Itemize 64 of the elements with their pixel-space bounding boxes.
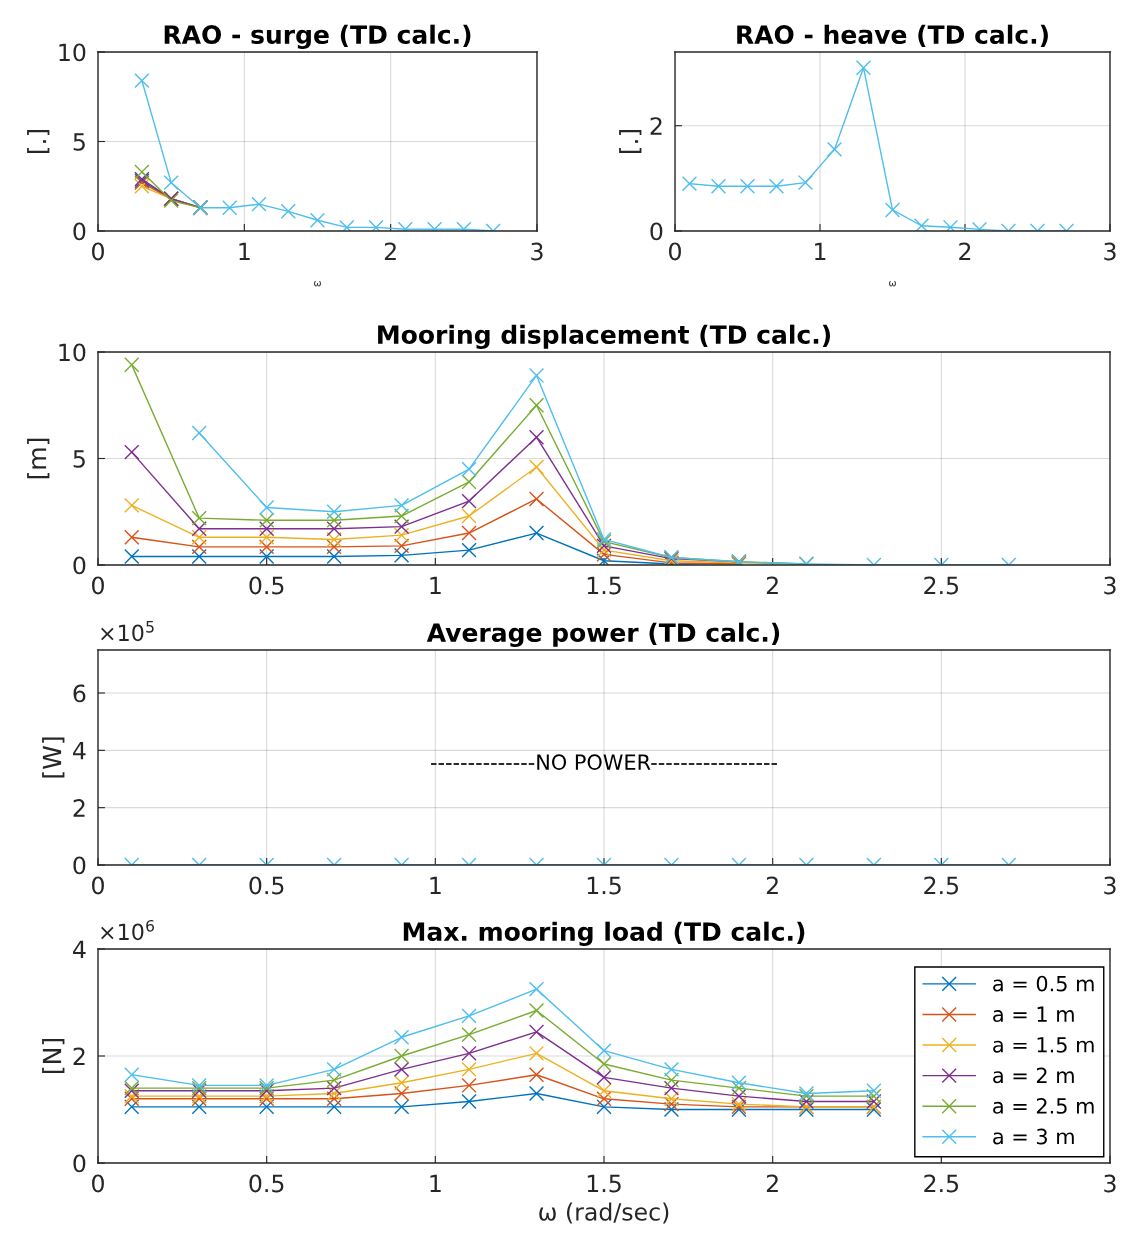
y-tick-label: 5 (73, 133, 85, 151)
legend-label: a = 1 m (993, 1006, 1074, 1023)
x-tick-label: 3 (1104, 876, 1116, 895)
y-tick-label: 4 (73, 742, 86, 760)
y-tick-label: 0 (73, 556, 86, 575)
x-tick-label: 0 (92, 876, 104, 895)
chart-title: Mooring displacement (TD calc.) (378, 324, 831, 350)
text: ×10$^{5}$ (101, 621, 154, 642)
x-tick-label: 1.5 (587, 876, 621, 895)
legend-label: a = 1.5 m (993, 1037, 1094, 1053)
x-tick-label: 2.5 (924, 576, 959, 595)
y-axis-title: [.] (27, 129, 50, 154)
x-tick-label: 1 (430, 876, 441, 895)
x-tick-label: 2.5 (924, 876, 959, 895)
x-tick-label: 0 (92, 242, 104, 261)
y-tick-label: 6 (73, 684, 86, 703)
x-tick-label: 1 (239, 242, 250, 261)
x-tick-label: 1 (430, 576, 441, 595)
y-tick-label: 0 (73, 1154, 86, 1173)
chart-title: Max. mooring load (TD calc.) (403, 921, 805, 947)
chart-title: RAO - heave (TD calc.) (737, 24, 1048, 47)
y-tick-label: 10 (59, 43, 86, 62)
x-tick-label: 3 (1104, 1174, 1116, 1193)
legend-label: a = 3 m (993, 1128, 1074, 1145)
y-axis-title: [N] (42, 1039, 65, 1073)
y-tick-label: 5 (73, 450, 85, 468)
x-tick-label: 2 (766, 576, 778, 595)
x-tick-label: 2.5 (924, 1174, 959, 1193)
x-tick-label: 3 (1104, 242, 1116, 261)
text: ×10$^{6}$ (101, 919, 155, 941)
legend-label: a = 0.5 m (993, 975, 1094, 992)
x-tick-label: 0.5 (249, 876, 284, 895)
y-tick-label: 2 (73, 1047, 85, 1065)
x-tick-label: 0.5 (249, 1174, 284, 1193)
x-axis-title: ω (889, 280, 896, 287)
x-tick-label: 2 (766, 1174, 778, 1193)
x-tick-label: 1 (430, 1174, 441, 1193)
x-tick-label: 0 (92, 1174, 104, 1193)
y-axis-title: [m] (27, 438, 50, 479)
x-axis-title: ω (rad/sec) (539, 1202, 669, 1224)
y-axis-title: [.] (619, 129, 642, 154)
x-tick-label: 0 (92, 576, 104, 595)
x-tick-label: 2 (959, 242, 971, 261)
x-tick-label: 2 (766, 876, 778, 895)
legend-label: a = 2.5 m (993, 1098, 1094, 1114)
y-tick-label: 10 (59, 343, 86, 362)
x-tick-label: 2 (384, 242, 396, 261)
x-tick-label: 1 (815, 242, 826, 261)
y-tick-label: 0 (73, 222, 86, 241)
y-axis-title: [W] (42, 737, 65, 778)
chart-title: Average power (TD calc.) (426, 622, 780, 648)
x-tick-label: 0 (669, 242, 681, 261)
x-tick-label: 1.5 (587, 576, 621, 595)
x-tick-label: 3 (1104, 576, 1116, 595)
chart-title: RAO - surge (TD calc.) (164, 24, 471, 50)
x-axis-title: ω (314, 280, 321, 287)
x-tick-label: 3 (531, 242, 543, 261)
y-tick-label: 4 (73, 940, 86, 958)
legend-label: a = 2 m (993, 1067, 1074, 1084)
y-tick-label: 0 (73, 856, 86, 875)
annotation: --------------NO POWER----------------- (431, 754, 778, 770)
y-tick-label: 2 (73, 799, 85, 817)
x-tick-label: 0.5 (249, 576, 284, 595)
x-tick-label: 1.5 (587, 1174, 621, 1193)
